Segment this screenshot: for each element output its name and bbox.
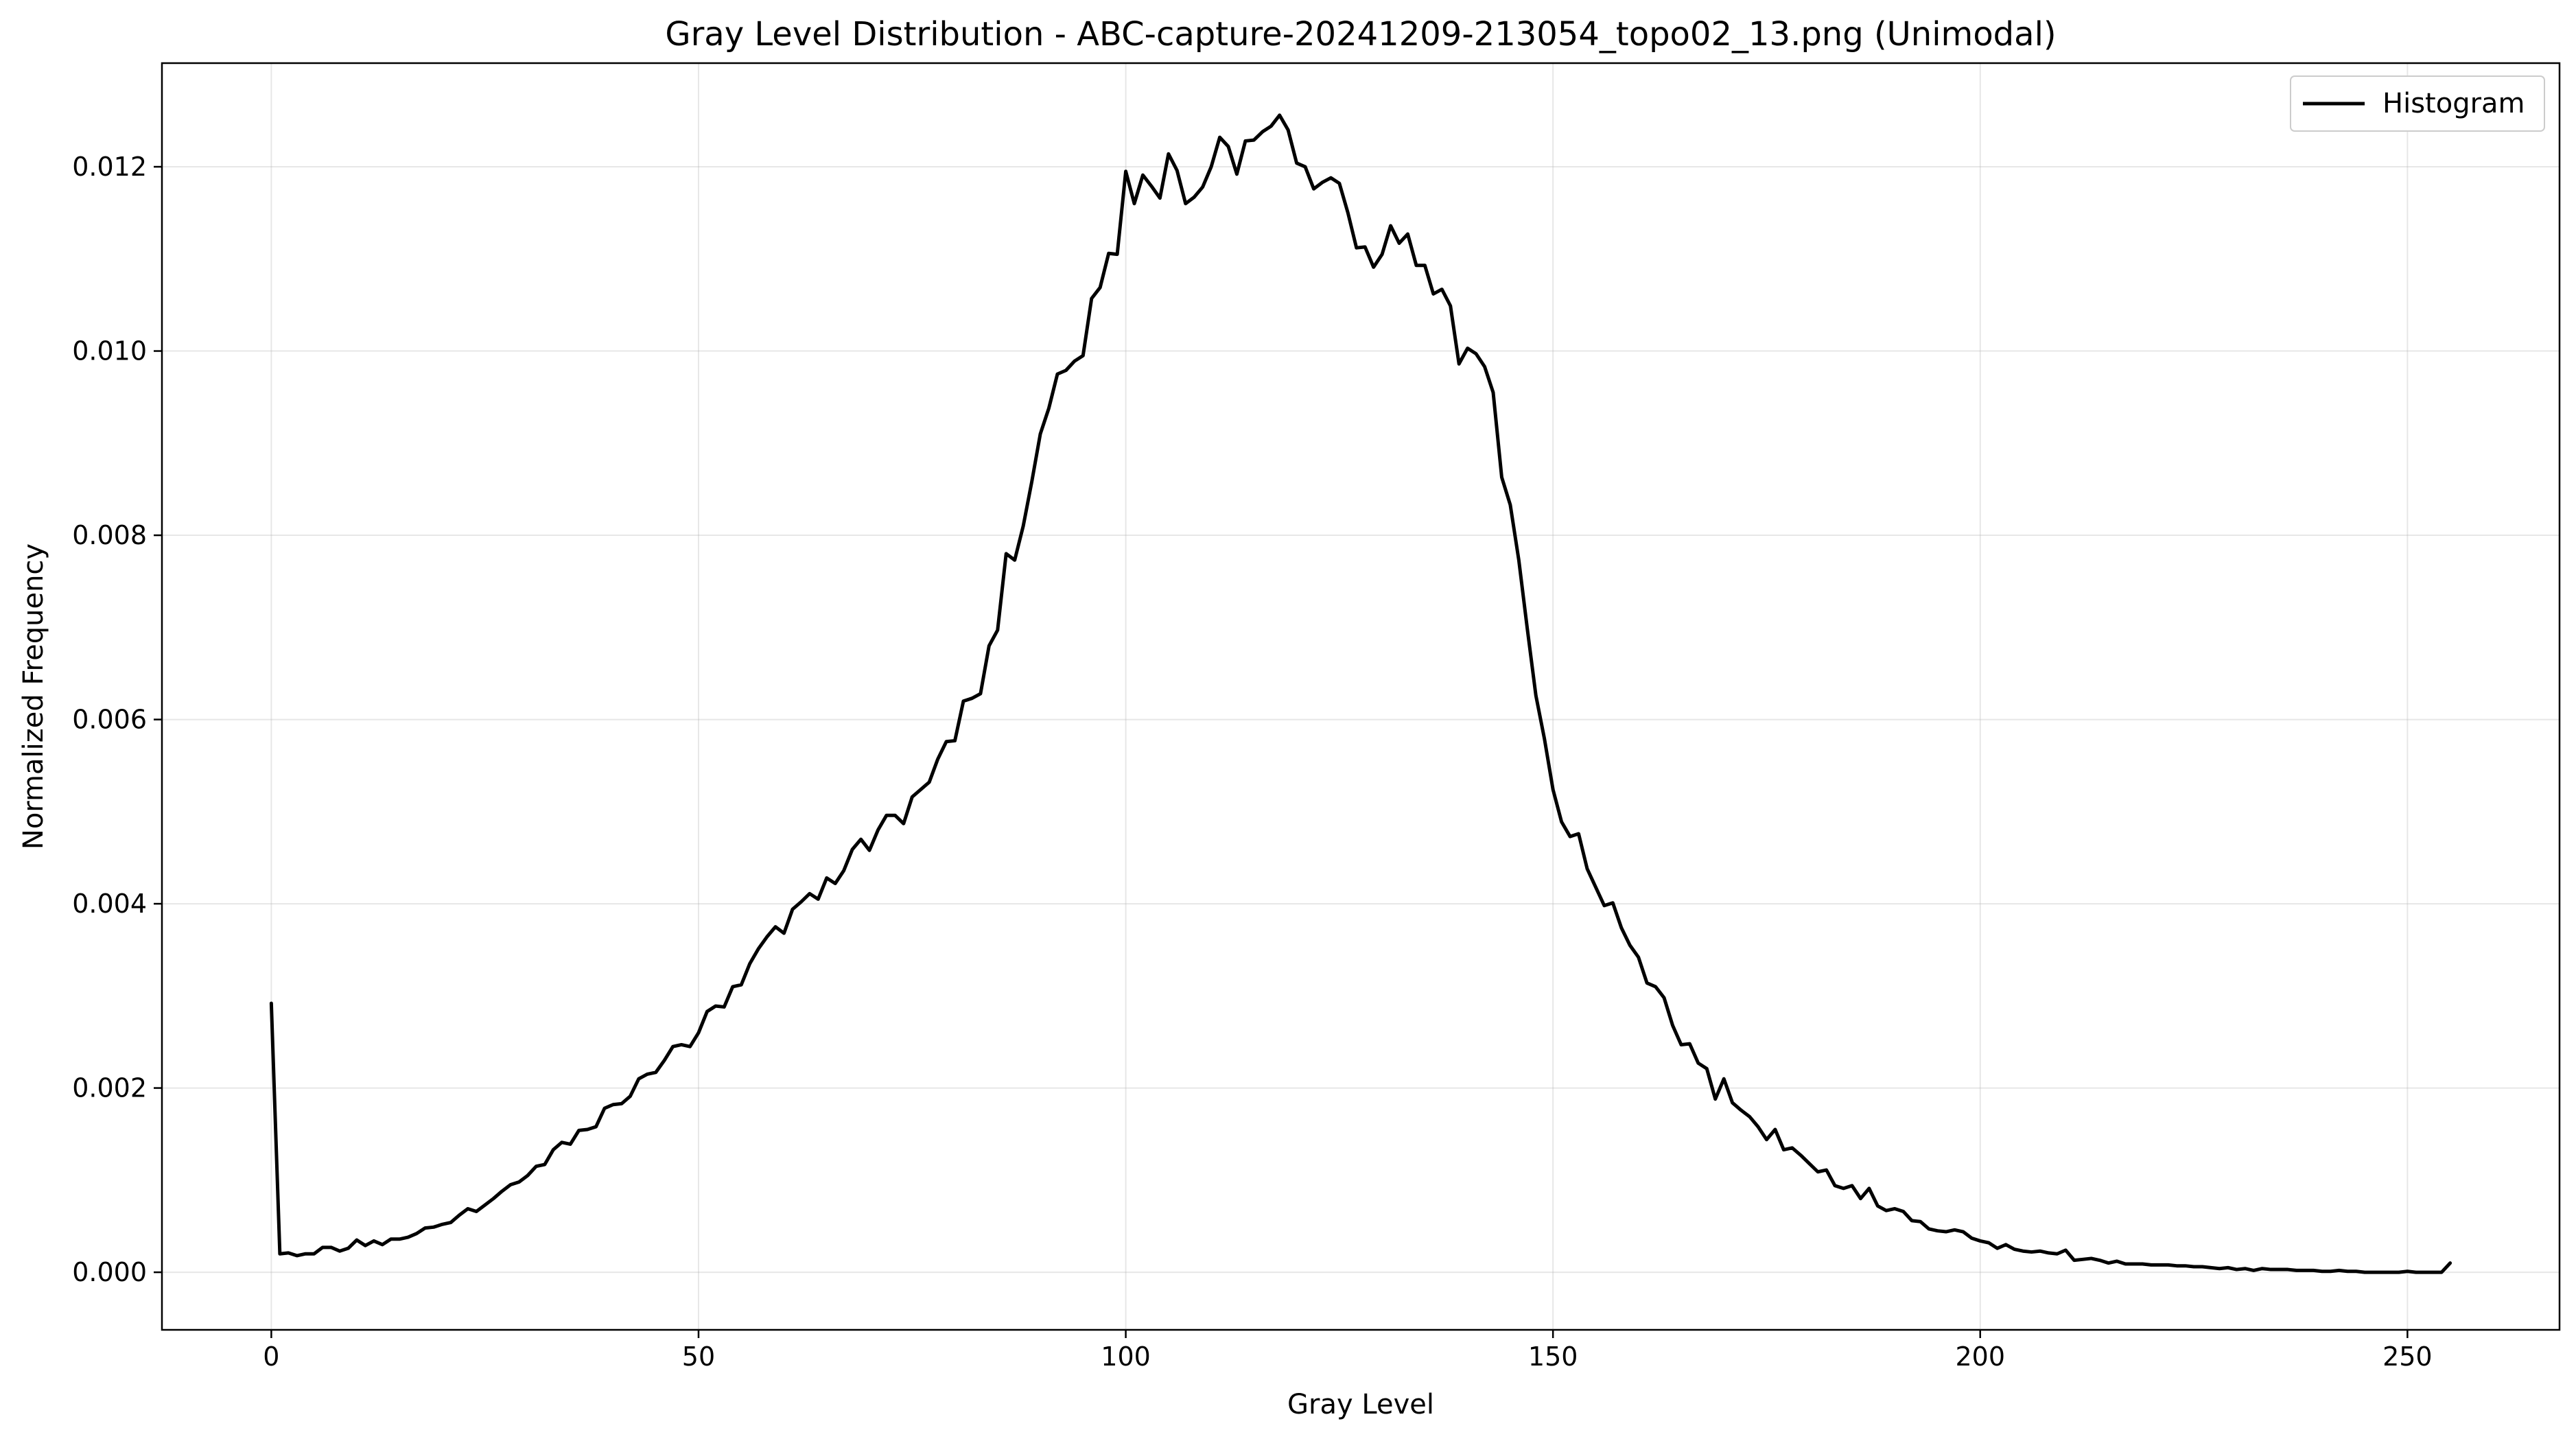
y-tick-label: 0.000 — [72, 1257, 147, 1287]
x-axis-label: Gray Level — [1287, 1389, 1434, 1420]
legend-label-histogram: Histogram — [2382, 88, 2525, 119]
grid — [162, 63, 2560, 1330]
chart-title: Gray Level Distribution - ABC-capture-20… — [665, 15, 2056, 54]
x-tick-label: 0 — [263, 1342, 279, 1372]
y-tick-label: 0.010 — [72, 336, 147, 366]
y-tick-label: 0.012 — [72, 152, 147, 182]
legend: Histogram — [2290, 75, 2545, 132]
series-line-histogram — [269, 113, 2452, 1274]
x-tick-label: 50 — [682, 1342, 715, 1372]
y-tick-label: 0.006 — [72, 705, 147, 735]
series-layer — [269, 113, 2452, 1274]
x-tick-label: 250 — [2382, 1342, 2433, 1372]
x-tick-label: 150 — [1528, 1342, 1578, 1372]
y-axis-label: Normalized Frequency — [18, 543, 49, 850]
legend-box — [2290, 75, 2545, 132]
x-tick-label: 200 — [1955, 1342, 2005, 1372]
y-tick-label: 0.004 — [72, 889, 147, 919]
y-tick-label: 0.008 — [72, 520, 147, 550]
plot-frame — [161, 62, 2561, 1331]
y-tick-label: 0.002 — [72, 1073, 147, 1103]
x-tick-label: 100 — [1101, 1342, 1151, 1372]
axis-ticks: 0 50 100 150 200 250 0.000 0.002 0.004 0.006 0.008… — [72, 152, 2432, 1372]
